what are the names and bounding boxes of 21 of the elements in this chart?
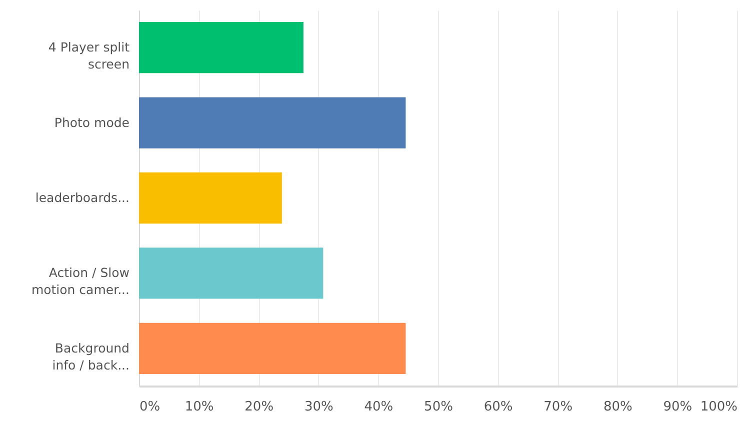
y-tick-label: Action / Slow motion camer... xyxy=(31,265,130,298)
bar xyxy=(139,322,406,374)
x-tick-label: 60% xyxy=(484,400,513,414)
y-tick-label: Background info / back... xyxy=(52,340,130,372)
x-tick-label: 30% xyxy=(304,400,334,414)
x-tick-label: 90% xyxy=(663,400,692,414)
x-tick-label: 20% xyxy=(244,400,274,414)
y-tick-label: 4 Player split screen xyxy=(48,40,130,72)
x-tick-label: 0% xyxy=(140,400,160,414)
x-tick-label: 100% xyxy=(700,400,738,414)
y-tick-label: Photo mode xyxy=(54,114,130,130)
bar xyxy=(139,248,324,299)
x-tick-label: 10% xyxy=(184,400,214,414)
bar xyxy=(139,172,282,224)
x-tick-label: 50% xyxy=(424,400,453,414)
x-tick-label: 40% xyxy=(364,400,394,414)
x-tick-label: 70% xyxy=(544,400,573,414)
y-tick-label: leaderboards... xyxy=(35,190,130,205)
bar xyxy=(139,22,304,74)
bar xyxy=(139,97,406,148)
x-tick-label: 80% xyxy=(603,400,632,414)
